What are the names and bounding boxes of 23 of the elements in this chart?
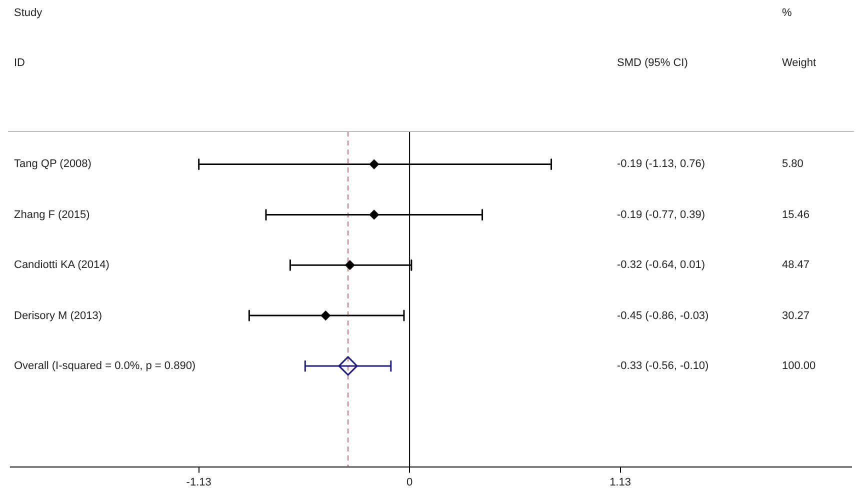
y-tick-label: Candiotti KA (2014) — [14, 258, 110, 272]
text: SMD (95% CI) — [617, 56, 688, 70]
annotation: 48.47 — [782, 258, 810, 272]
y-tick-label: Tang QP (2008) — [14, 157, 92, 172]
text: Weight — [782, 56, 816, 70]
annotation: -0.32 (-0.64, 0.01) — [617, 258, 706, 272]
x-tick-label: 0 — [406, 476, 413, 488]
annotation: 15.46 — [782, 208, 810, 222]
annotation: -0.19 (-1.13, 0.76) — [617, 157, 706, 172]
text: ID — [14, 56, 25, 70]
y-tick-label: Derisory M (2013) — [14, 308, 102, 323]
annotation: 5.80 — [782, 157, 804, 172]
annotation: 100.00 — [782, 358, 816, 373]
annotation: -0.19 (-0.77, 0.39) — [617, 208, 706, 222]
annotation: -0.33 (-0.56, -0.10) — [617, 358, 709, 373]
x-tick-label: -1.13 — [186, 476, 212, 488]
y-tick-label: Overall (I-squared = 0.0%, p = 0.890) — [14, 358, 196, 373]
annotation: -0.45 (-0.86, -0.03) — [617, 308, 709, 323]
text: Study — [14, 6, 42, 20]
y-tick-label: Zhang F (2015) — [14, 208, 90, 222]
text: % — [782, 6, 792, 20]
annotation: 30.27 — [782, 308, 810, 323]
x-tick-label: 1.13 — [610, 476, 631, 488]
